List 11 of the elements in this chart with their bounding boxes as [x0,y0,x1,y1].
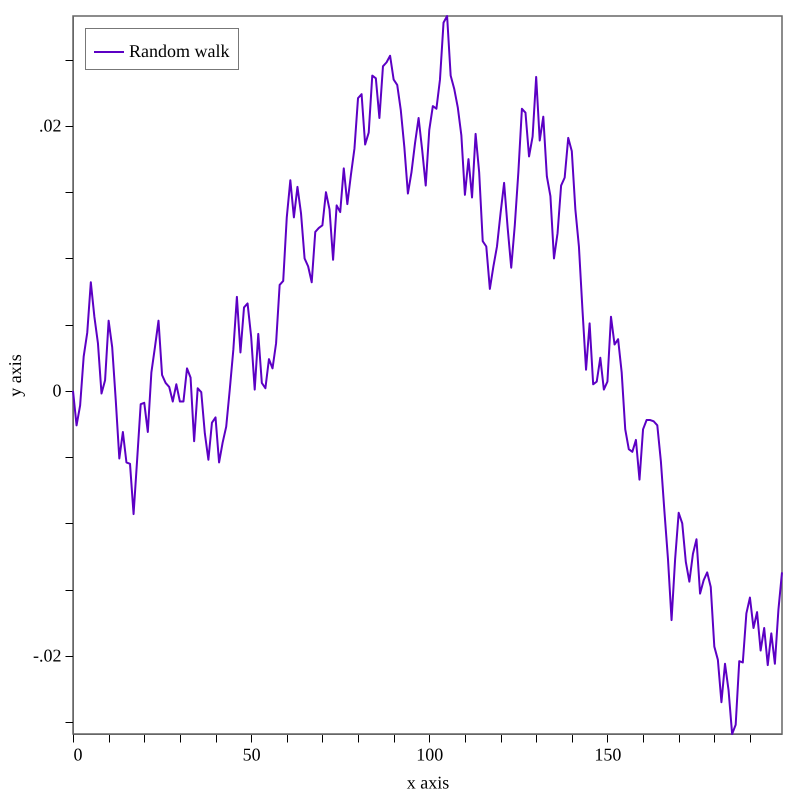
y-tick-label: .02 [39,115,62,136]
x-tick-label: 50 [242,744,261,764]
y-axis-title: y axis [5,354,26,397]
x-tick-label: 100 [416,744,444,764]
x-tick-label: 0 [74,744,82,764]
y-tick-label: -.02 [33,645,62,666]
line-series [72,15,783,735]
legend-label: Random walk [129,41,230,61]
x-tick-label: 150 [594,744,622,764]
y-tick-label: 0 [52,380,62,400]
x-axis-title: x axis [406,772,450,792]
